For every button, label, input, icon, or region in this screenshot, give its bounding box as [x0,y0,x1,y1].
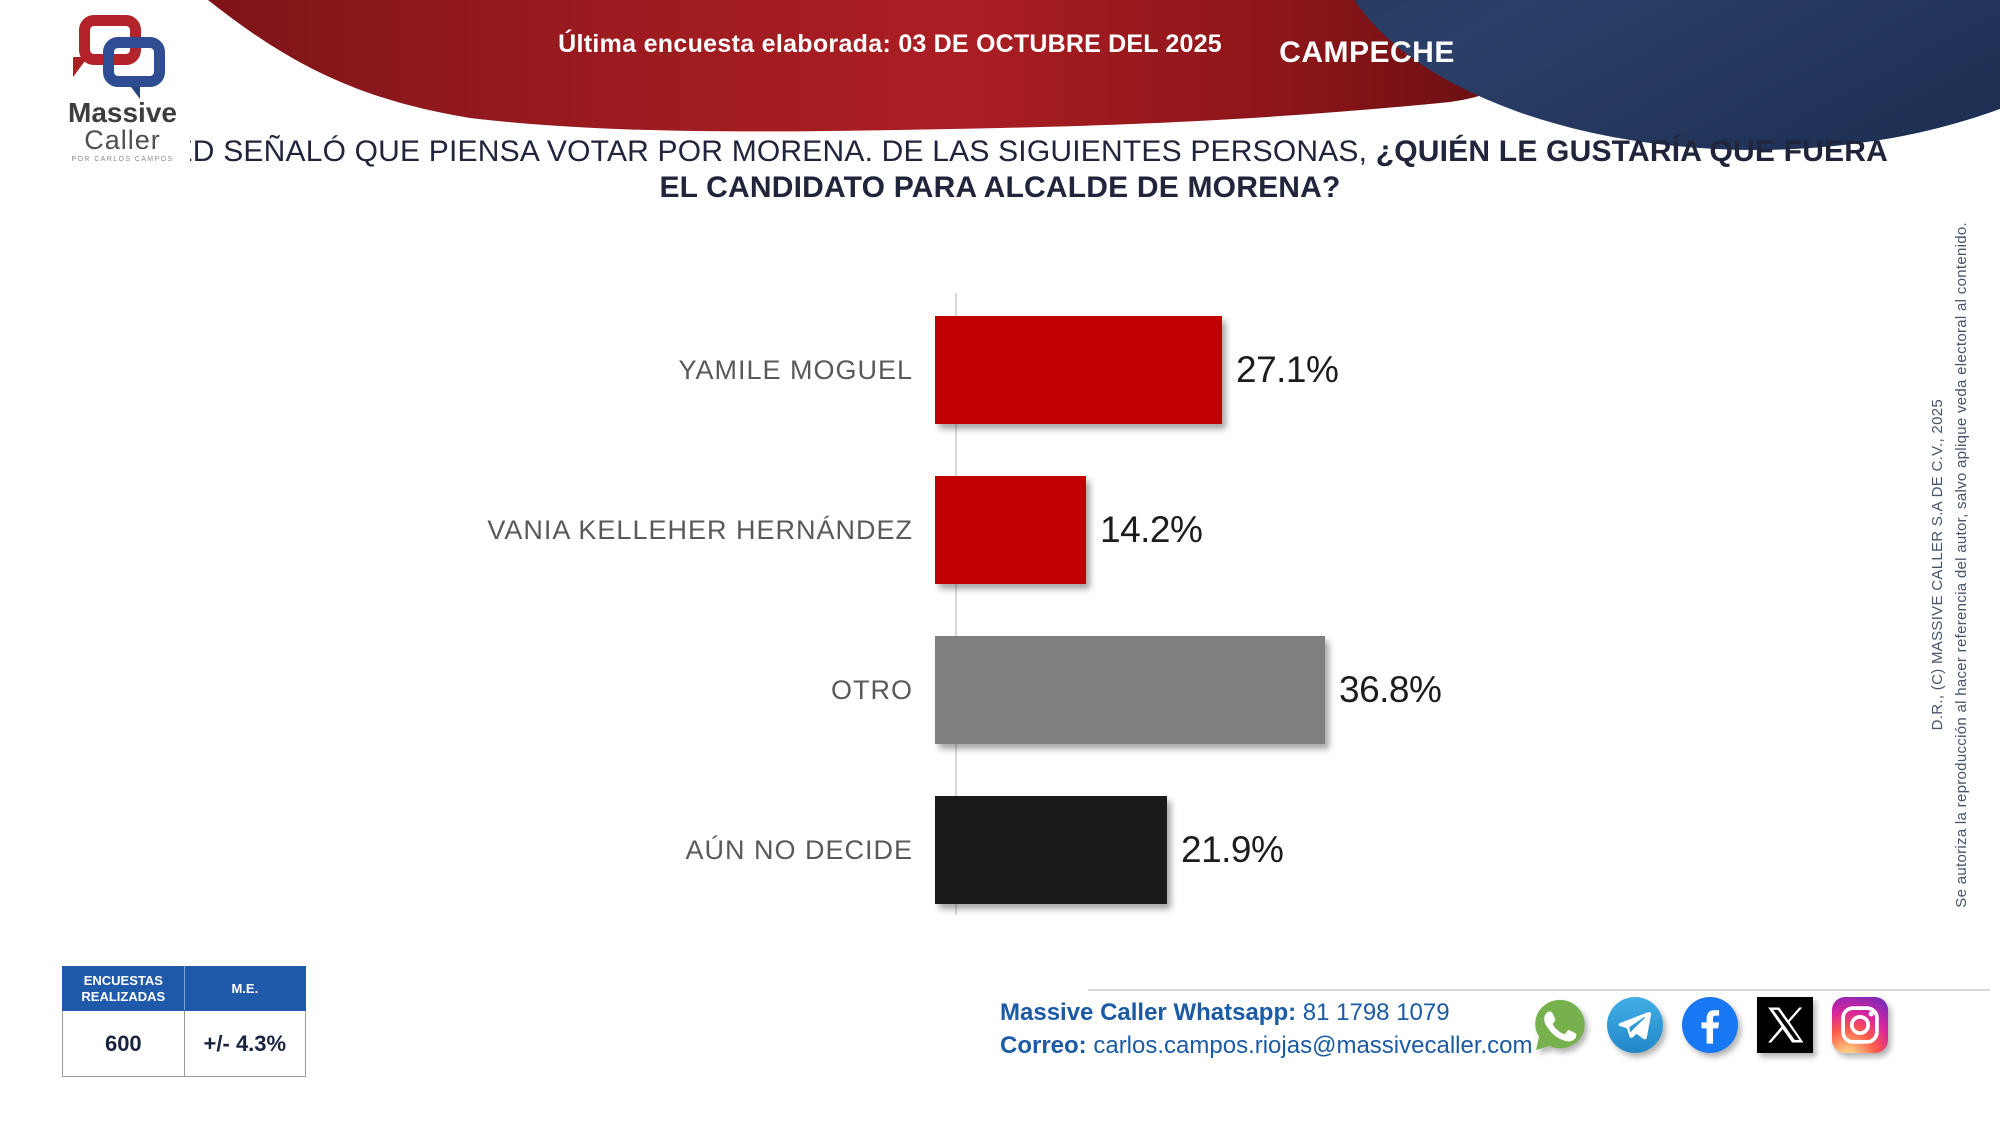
bar-track: 27.1% [935,316,1339,424]
bar-category-label: OTRO [831,674,913,705]
footer-divider [1088,989,1990,991]
stats-table: ENCUESTAS REALIZADAS M.E. 600 +/- 4.3% [62,966,307,1077]
logo-name-top: Massive [68,97,177,128]
bar-track: 21.9% [935,796,1284,904]
chart-row: OTRO 36.8% [415,610,1595,770]
region-title: CAMPECHE [1279,36,1455,69]
question-normal-part: USTED SEÑALÓ QUE PIENSA VOTAR POR MORENA… [111,135,1376,168]
header-banner-shapes [208,0,2000,150]
chart-row: AÚN NO DECIDE 21.9% [415,770,1595,930]
social-icons-row [1532,997,1888,1053]
last-survey-date: 03 DE OCTUBRE DEL 2025 [898,30,1222,58]
copyright-block: D.R., (C) MASSIVE CALLER S.A DE C.V., 20… [1929,165,1970,965]
bar-value-label: 27.1% [1236,349,1339,390]
question-bold-part-line2: EL CANDIDATO PARA ALCALDE DE MORENA? [659,171,1341,204]
logo-name-bottom: Caller [84,125,161,155]
red-banner-shape [208,0,1572,132]
contact-email-line: Correo: carlos.campos.riojas@massivecall… [1000,1029,1533,1062]
bar-category-label: YAMILE MOGUEL [678,354,913,385]
email-address: carlos.campos.riojas@massivecaller.com [1086,1032,1533,1059]
whatsapp-label: Massive Caller Whatsapp: [1000,999,1297,1026]
stats-value-encuestas: 600 [62,1010,185,1077]
bar-value-label: 21.9% [1181,829,1284,870]
bar [935,476,1086,584]
stats-value-me: +/- 4.3% [183,1010,307,1077]
bar [935,636,1325,744]
bar-track: 36.8% [935,636,1442,744]
bar-value-label: 14.2% [1100,509,1203,550]
email-label: Correo: [1000,1032,1087,1059]
question-title: USTED SEÑALÓ QUE PIENSA VOTAR POR MORENA… [70,134,1930,206]
logo-speech-bubbles-icon [67,13,179,99]
bar [935,316,1222,424]
bar-value-label: 36.8% [1339,669,1442,710]
bar-category-label: VANIA KELLEHER HERNÁNDEZ [487,514,913,545]
instagram-icon[interactable] [1832,997,1888,1053]
logo-tagline: POR CARLOS CAMPOS [71,156,174,163]
telegram-icon[interactable] [1607,997,1663,1053]
whatsapp-icon[interactable] [1532,997,1588,1053]
bar-track: 14.2% [935,476,1203,584]
bar [935,796,1167,904]
blue-banner-shape [1354,0,2000,150]
massive-caller-logo: Massive Caller POR CARLOS CAMPOS [55,5,190,163]
bar-category-label: AÚN NO DECIDE [685,834,913,865]
chart-row: VANIA KELLEHER HERNÁNDEZ 14.2% [415,450,1595,610]
bar-chart: YAMILE MOGUEL 27.1% VANIA KELLEHER HERNÁND… [415,290,1595,930]
last-survey-banner: Última encuesta elaborada: 03 DE OCTUBRE… [500,30,1280,59]
whatsapp-number: 81 1798 1079 [1296,999,1450,1026]
facebook-icon[interactable] [1682,997,1738,1053]
contact-block: Massive Caller Whatsapp: 81 1798 1079 Co… [1000,996,1533,1062]
chart-row: YAMILE MOGUEL 27.1% [415,290,1595,450]
last-survey-label: Última encuesta elaborada: [558,30,892,58]
question-bold-part-line1: ¿QUIÉN LE GUSTARÍA QUE FUERA [1375,135,1888,168]
chart-axis-line [955,293,957,915]
copyright-line: D.R., (C) MASSIVE CALLER S.A DE C.V., 20… [1929,399,1946,731]
contact-whatsapp-line: Massive Caller Whatsapp: 81 1798 1079 [1000,996,1533,1029]
x-twitter-icon[interactable] [1757,997,1813,1053]
copyright-disclaimer: Se autoriza la reproducción al hacer ref… [1953,222,1970,908]
stats-header-me: M.E. [183,966,307,1011]
stats-header-encuestas: ENCUESTAS REALIZADAS [62,966,185,1011]
